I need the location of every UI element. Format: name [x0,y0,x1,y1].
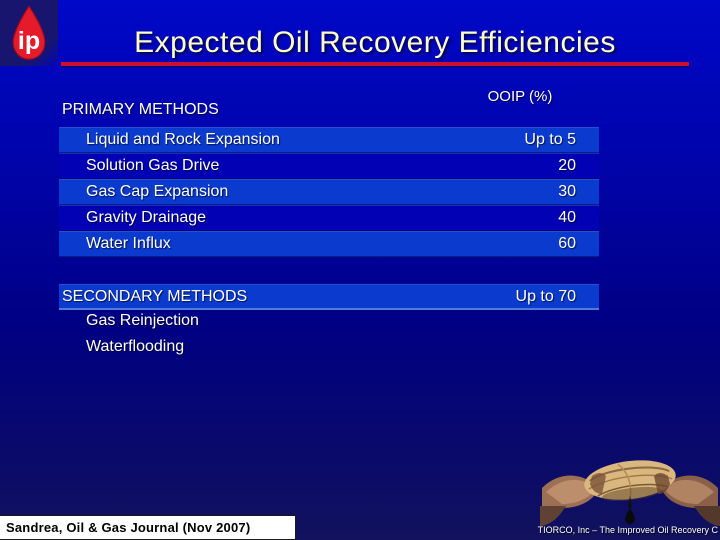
row-label: Solution Gas Drive [86,157,220,174]
slide-title: Expected Oil Recovery Efficiencies [134,26,616,59]
company-logo: ip [0,0,58,66]
row-value: Up to 5 [524,131,576,148]
row-value: Up to 70 [515,287,576,305]
table-row-secondary-methods: SECONDARY METHODS Up to 70 [59,284,599,310]
row-label: Gravity Drainage [86,209,207,226]
row-value: 20 [558,157,576,174]
ooip-column-header: OOIP (%) [487,88,553,105]
row-label: Gas Cap Expansion [86,183,229,200]
table-row-water-influx: Water Influx 60 [59,231,599,257]
table-row-liquid-rock-expansion: Liquid and Rock Expansion Up to 5 [59,127,599,153]
table-row-gravity-drainage: Gravity Drainage 40 [59,205,599,231]
oil-drop-logo-icon: ip [12,5,46,60]
title-underline [61,62,689,66]
sub-item-gas-reinjection: Gas Reinjection [86,312,199,329]
brand-caption: TIORCO, Inc – The Improved Oil Recovery … [537,525,718,535]
logo-letters: ip [18,27,40,55]
row-value: 30 [558,183,576,200]
row-value: 60 [558,235,576,252]
row-label: Water Influx [86,235,171,252]
sub-item-waterflooding: Waterflooding [86,338,185,355]
table-row-gas-cap-expansion: Gas Cap Expansion 30 [59,179,599,205]
secondary-methods-header: SECONDARY METHODS [62,287,248,305]
rock-squeeze-image [540,446,720,526]
citation-box: Sandrea, Oil & Gas Journal (Nov 2007) [0,515,296,540]
citation-text: Sandrea, Oil & Gas Journal (Nov 2007) [6,520,251,535]
table-row-solution-gas-drive: Solution Gas Drive 20 [59,153,599,179]
primary-methods-header: PRIMARY METHODS [62,101,219,118]
row-value: 40 [558,209,576,226]
row-label: Liquid and Rock Expansion [86,131,280,148]
